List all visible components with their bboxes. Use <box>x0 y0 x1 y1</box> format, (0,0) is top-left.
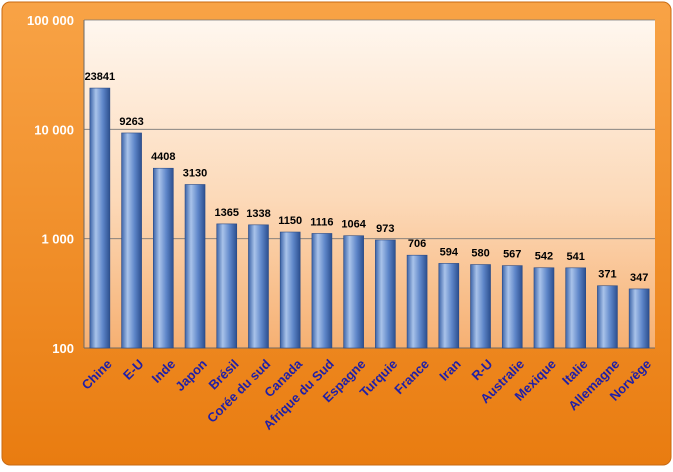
bar <box>248 224 269 349</box>
bar <box>153 167 174 349</box>
data-label: 1338 <box>246 208 270 220</box>
bar <box>311 233 333 349</box>
data-label: 1064 <box>341 219 366 231</box>
bar <box>501 265 523 349</box>
data-label: 542 <box>535 251 553 263</box>
data-label: 1365 <box>215 207 239 219</box>
bar <box>470 264 491 349</box>
y-tick-label: 100 <box>52 341 74 356</box>
data-label: 706 <box>408 238 426 250</box>
data-label: 594 <box>440 246 459 258</box>
data-label: 1116 <box>310 216 333 228</box>
data-label: 371 <box>598 269 616 281</box>
data-label: 3130 <box>183 167 207 179</box>
plot-area <box>84 20 655 348</box>
data-label: 580 <box>471 248 489 260</box>
data-label: 541 <box>567 251 585 263</box>
data-label: 567 <box>503 249 521 261</box>
bar <box>533 267 555 349</box>
bar <box>438 263 460 349</box>
bar <box>184 184 206 349</box>
bar <box>216 223 238 349</box>
bar <box>406 254 428 349</box>
data-label: 347 <box>630 272 648 284</box>
data-label: 1150 <box>278 215 302 227</box>
bar <box>565 267 586 349</box>
bar <box>343 235 364 349</box>
bar <box>279 231 301 349</box>
y-tick-label: 100 000 <box>27 13 74 28</box>
data-label: 973 <box>376 223 394 235</box>
bar <box>121 132 142 349</box>
data-label: 9263 <box>119 116 143 128</box>
y-tick-label: 10 000 <box>34 122 74 137</box>
bar <box>89 87 111 349</box>
bar <box>628 288 650 349</box>
bar <box>375 239 396 349</box>
bar <box>597 285 618 349</box>
data-label: 4408 <box>151 151 175 163</box>
data-label: 23841 <box>85 71 116 83</box>
y-tick-label: 1 000 <box>41 232 74 247</box>
